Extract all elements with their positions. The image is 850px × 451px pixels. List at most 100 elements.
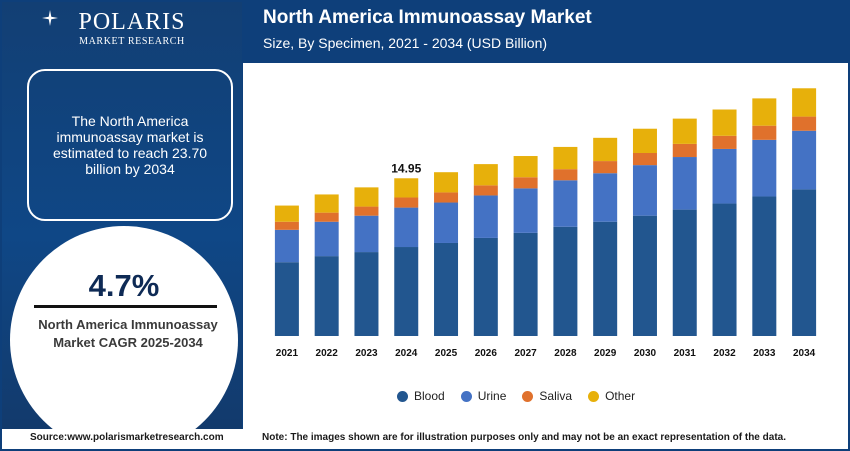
bar-saliva-2032: [712, 135, 737, 149]
bar-urine-2032: [712, 148, 737, 204]
bar-saliva-2031: [672, 143, 697, 158]
x-tick-label: 2031: [674, 348, 697, 359]
compass-star-icon: [42, 10, 58, 26]
bar-other-2025: [434, 172, 459, 193]
source-text: Source:www.polarismarketresearch.com: [30, 432, 224, 443]
x-tick-label: 2021: [276, 348, 299, 359]
cagr-value: 4.7%: [88, 268, 160, 303]
bar-other-2027: [513, 156, 538, 178]
stacked-bar-chart: 2021 2022 2023 2024 2025 2026 2027 2028 2029 2030…: [274, 88, 817, 359]
legend-item-other: Other: [588, 388, 635, 404]
bar-other-2024: [394, 178, 419, 198]
bar-urine-2024: [394, 207, 419, 248]
data-label-2024: 14.95: [391, 161, 421, 175]
bar-blood-2021: [274, 262, 299, 336]
bar-blood-2030: [632, 215, 657, 336]
bar-other-2033: [752, 98, 777, 126]
bar-urine-2031: [672, 157, 697, 210]
bar-blood-2026: [473, 237, 498, 336]
bar-saliva-2034: [792, 116, 817, 131]
legend-item-urine: Urine: [460, 388, 507, 404]
bar-saliva-2024: [394, 197, 419, 208]
bar-saliva-2030: [632, 152, 657, 166]
info-box: The North America immunoassay market is …: [27, 69, 233, 221]
x-tick-label: 2027: [514, 348, 537, 359]
cagr-circle: [10, 226, 238, 451]
x-tick-label: 2024: [395, 348, 418, 359]
x-tick-label: 2025: [435, 348, 458, 359]
legend-swatch: [588, 390, 600, 402]
bar-other-2023: [354, 187, 379, 207]
x-tick-label: 2030: [634, 348, 657, 359]
x-tick-label: 2022: [316, 348, 339, 359]
cagr-label: North America Immunoassay Market CAGR 20…: [38, 317, 218, 350]
brand-name: POLARIS: [78, 9, 186, 35]
bar-urine-2025: [434, 202, 459, 243]
bar-other-2021: [274, 205, 299, 222]
bar-saliva-2022: [314, 212, 339, 222]
bar-other-2028: [553, 146, 578, 170]
x-tick-label: 2028: [554, 348, 577, 359]
bar-blood-2027: [513, 232, 538, 336]
x-tick-label: 2033: [753, 348, 776, 359]
bar-urine-2030: [632, 165, 657, 216]
bar-urine-2021: [274, 229, 299, 263]
bar-blood-2033: [752, 196, 777, 336]
bar-urine-2026: [473, 195, 498, 238]
bar-saliva-2023: [354, 206, 379, 216]
legend-label: Saliva: [539, 389, 573, 403]
bar-blood-2031: [672, 209, 697, 336]
bar-blood-2023: [354, 252, 379, 336]
legend-swatch: [397, 390, 408, 402]
chart-legend: Blood Urine Saliva Other: [397, 388, 635, 404]
bar-blood-2028: [553, 226, 578, 336]
legend-label: Other: [605, 389, 636, 403]
bar-urine-2033: [752, 139, 777, 197]
bar-blood-2032: [712, 203, 737, 336]
bar-urine-2028: [553, 180, 578, 227]
disclaimer-note: Note: The images shown are for illustrat…: [262, 432, 786, 443]
chart-subtitle: Size, By Specimen, 2021 - 2034 (USD Bill…: [263, 35, 548, 51]
x-tick-label: 2026: [475, 348, 498, 359]
bar-blood-2029: [593, 221, 618, 336]
legend-swatch: [460, 390, 472, 402]
bar-blood-2024: [394, 247, 419, 336]
bar-saliva-2021: [274, 221, 299, 230]
x-tick-label: 2023: [355, 348, 378, 359]
bar-saliva-2027: [513, 177, 538, 189]
legend-label: Urine: [477, 389, 507, 403]
bar-saliva-2033: [752, 125, 777, 140]
bar-urine-2022: [314, 221, 339, 257]
chart-title: North America Immunoassay Market: [263, 7, 592, 28]
bar-urine-2027: [513, 188, 538, 233]
bar-other-2026: [473, 164, 498, 186]
footer: [0, 429, 850, 451]
x-tick-label: 2034: [793, 348, 816, 359]
bar-urine-2023: [354, 215, 379, 253]
brand-logo: POLARIS MARKET RESEARCH: [72, 8, 192, 48]
bar-blood-2034: [792, 189, 817, 336]
cagr-divider: [34, 305, 217, 308]
bar-saliva-2028: [553, 169, 578, 181]
chart-area: 2021 2022 2023 2024 2025 2026 2027 2028 2029 2030…: [243, 63, 848, 429]
bar-urine-2034: [792, 130, 817, 190]
bar-other-2029: [593, 137, 618, 162]
bar-blood-2022: [314, 256, 339, 336]
bar-saliva-2025: [434, 192, 459, 203]
x-tick-label: 2029: [594, 348, 617, 359]
legend-label: Blood: [414, 389, 445, 403]
bar-saliva-2029: [593, 161, 618, 174]
bar-other-2030: [632, 128, 657, 153]
legend-item-saliva: Saliva: [522, 388, 572, 404]
brand-tagline: MARKET RESEARCH: [79, 36, 185, 47]
info-box-text: The North America immunoassay market is …: [52, 113, 208, 177]
bar-other-2032: [712, 109, 737, 136]
legend-item-blood: Blood: [397, 388, 445, 404]
x-tick-label: 2032: [713, 348, 736, 359]
bar-other-2034: [792, 88, 817, 117]
bar-urine-2029: [593, 173, 618, 222]
legend-swatch: [522, 390, 534, 402]
bar-saliva-2026: [473, 185, 498, 196]
bar-blood-2025: [434, 242, 459, 336]
bar-other-2022: [314, 194, 339, 213]
